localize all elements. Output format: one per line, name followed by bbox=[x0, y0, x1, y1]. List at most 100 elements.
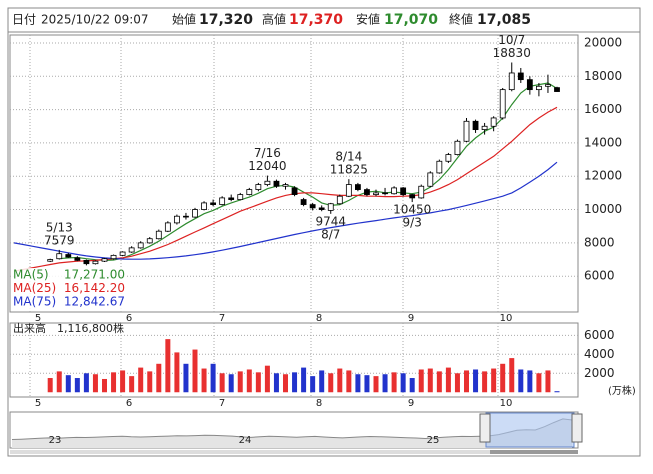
navigator-handle[interactable] bbox=[479, 413, 491, 443]
x-tick-label: 9 bbox=[408, 398, 414, 409]
y-tick-label: 10000 bbox=[584, 202, 622, 216]
volume-total: 1,116,800株 bbox=[57, 321, 124, 335]
high-label: 高値 bbox=[262, 12, 286, 27]
candle-body bbox=[128, 247, 135, 253]
candle-body bbox=[146, 238, 153, 244]
volume-bar bbox=[391, 372, 397, 393]
candle-body bbox=[246, 189, 253, 195]
candle-body bbox=[255, 184, 262, 190]
volume-bar bbox=[346, 370, 352, 393]
volume-bar bbox=[454, 373, 460, 393]
volume-bar bbox=[400, 373, 406, 393]
candle-body bbox=[137, 242, 144, 249]
candle-body bbox=[445, 154, 452, 162]
candle-body bbox=[418, 185, 425, 199]
volume-bar bbox=[527, 370, 533, 393]
candle-body bbox=[327, 203, 334, 211]
volume-bar bbox=[337, 368, 343, 393]
open-value: 17,320 bbox=[199, 12, 253, 28]
volume-bar bbox=[264, 365, 270, 393]
ma-line bbox=[59, 82, 558, 262]
volume-unit: (万株) bbox=[608, 384, 636, 397]
y-tick-label: 6000 bbox=[584, 269, 615, 283]
candle-body bbox=[472, 120, 479, 131]
candle-body bbox=[65, 254, 72, 258]
volume-bar bbox=[382, 374, 388, 393]
x-tick-label: 10 bbox=[500, 398, 513, 409]
scroll-thumb[interactable] bbox=[490, 450, 578, 454]
x-tick-label: 7 bbox=[219, 398, 225, 409]
candle-body bbox=[92, 260, 99, 265]
x-tick-label: 7 bbox=[219, 313, 225, 324]
date-label: 日付 bbox=[12, 13, 36, 27]
candle-body bbox=[508, 72, 515, 91]
volume-bar bbox=[255, 372, 261, 393]
candle-body bbox=[400, 187, 407, 195]
candle-body bbox=[490, 117, 497, 127]
volume-bar bbox=[355, 374, 361, 393]
volume-bar bbox=[445, 367, 451, 393]
annotation-date: 5/13 bbox=[46, 220, 73, 234]
volume-bar bbox=[545, 370, 551, 393]
x-tick-label: 6 bbox=[126, 398, 132, 409]
candle-body bbox=[409, 194, 416, 199]
volume-bar bbox=[83, 373, 89, 393]
volume-bar bbox=[47, 378, 53, 393]
candle-body bbox=[110, 254, 117, 260]
volume-bar bbox=[418, 369, 424, 393]
x-tick-label: 5 bbox=[35, 398, 41, 409]
y-tick-label: 8000 bbox=[584, 235, 615, 249]
volume-bar bbox=[246, 369, 252, 393]
annotation-value: 12040 bbox=[248, 159, 286, 173]
candle-body bbox=[427, 172, 434, 187]
navigator-area bbox=[12, 418, 572, 448]
x-tick-label: 10 bbox=[500, 313, 513, 324]
volume-bar bbox=[219, 373, 225, 393]
candle-body bbox=[545, 84, 551, 87]
y-tick-label: 14000 bbox=[584, 135, 622, 149]
navigator-year-label: 24 bbox=[239, 435, 252, 446]
annotation-value: 18830 bbox=[493, 46, 531, 60]
candle-body bbox=[183, 215, 189, 218]
volume-bar bbox=[273, 373, 279, 393]
candle-body bbox=[382, 192, 388, 195]
x-tick-label: 6 bbox=[126, 313, 132, 324]
legend-value: 17,271.00 bbox=[64, 268, 125, 282]
y-tick-label: 20000 bbox=[584, 35, 622, 49]
volume-bar bbox=[283, 374, 288, 393]
candle-body bbox=[201, 202, 207, 210]
volume-bar bbox=[328, 373, 334, 393]
price-panel bbox=[9, 34, 579, 313]
volume-bar bbox=[120, 370, 126, 393]
date: 2025/10/22 09:07 bbox=[41, 13, 149, 27]
annotation-date: 8/14 bbox=[335, 150, 362, 164]
volume-tick-label: 4000 bbox=[584, 347, 615, 361]
x-tick-label: 8 bbox=[316, 398, 322, 409]
y-tick-label: 18000 bbox=[584, 69, 622, 83]
candle-body bbox=[173, 215, 180, 224]
volume-bar bbox=[138, 367, 144, 393]
legend-name: MA(75) bbox=[13, 295, 56, 309]
volume-bar bbox=[464, 370, 469, 393]
annotation-date: 8/7 bbox=[321, 227, 340, 241]
volume-bar bbox=[201, 368, 207, 393]
navigator-line bbox=[11, 418, 573, 440]
candle-body bbox=[481, 125, 488, 131]
candle-body bbox=[291, 187, 298, 195]
candle-body bbox=[373, 192, 379, 195]
candle-body bbox=[526, 79, 533, 91]
navigator-year-label: 23 bbox=[49, 435, 62, 446]
volume-bar bbox=[436, 371, 442, 393]
navigator-year-label: 25 bbox=[427, 435, 440, 446]
x-tick-label: 5 bbox=[35, 313, 41, 324]
candle-body bbox=[192, 209, 198, 218]
volume-bar bbox=[301, 367, 307, 393]
navigator-handle[interactable] bbox=[571, 413, 583, 443]
close-value: 17,085 bbox=[477, 12, 531, 28]
volume-tick-label: 2000 bbox=[584, 366, 615, 380]
volume-tick-label: 6000 bbox=[584, 328, 615, 342]
candle-body bbox=[300, 199, 307, 205]
volume-bar bbox=[165, 339, 171, 393]
annotation-date: 7/16 bbox=[254, 146, 281, 160]
